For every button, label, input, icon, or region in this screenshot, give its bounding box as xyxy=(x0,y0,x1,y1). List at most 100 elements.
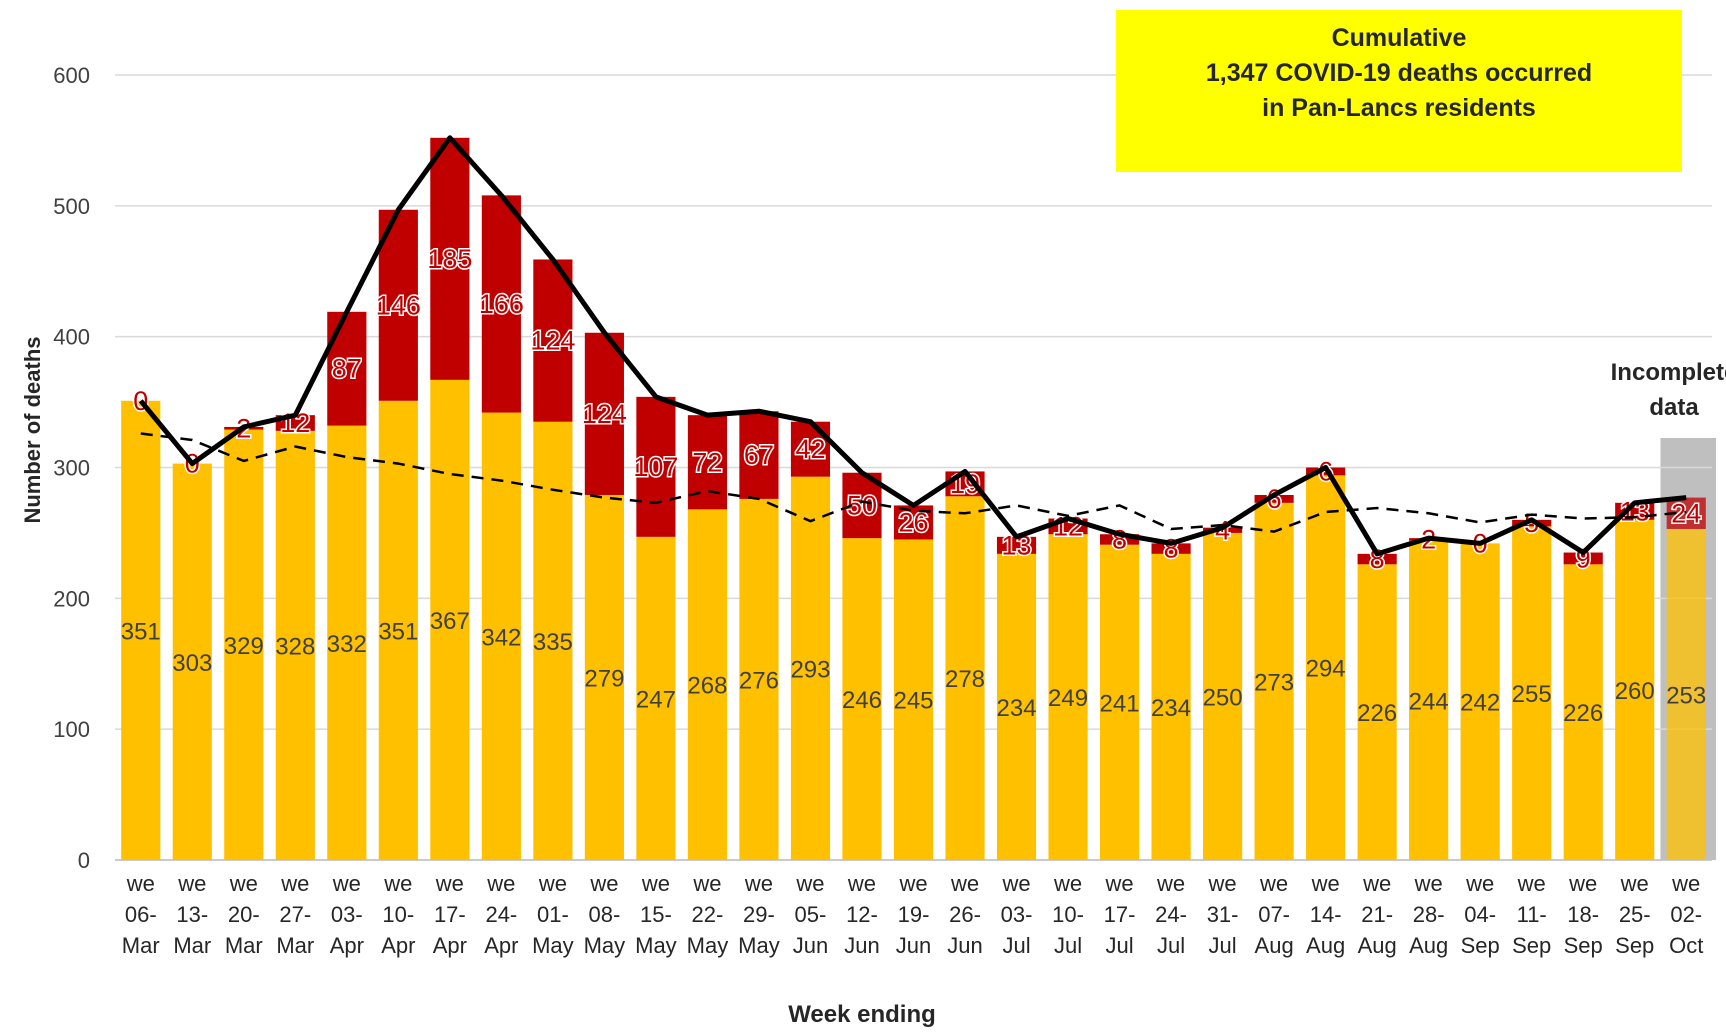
y-tick-label: 400 xyxy=(53,325,90,350)
value-label: 351 xyxy=(121,618,161,645)
bar-segment xyxy=(945,471,985,497)
value-label: 329 xyxy=(224,633,264,660)
x-tick-label: we 12-Jun xyxy=(844,871,880,958)
value-label: 276 xyxy=(739,667,779,694)
x-tick-label: we 01-May xyxy=(532,871,574,958)
x-tick-label: we 19-Jun xyxy=(895,871,932,958)
bar-segment xyxy=(378,209,418,401)
y-tick-label: 100 xyxy=(53,717,90,742)
x-tick-label: we 06-Mar xyxy=(121,871,160,958)
bar-segment xyxy=(1666,528,1706,860)
x-axis-title: Week ending xyxy=(788,1001,936,1028)
bar-segment xyxy=(224,429,264,860)
x-tick-label: we 21-Aug xyxy=(1357,871,1397,958)
value-label: 8 xyxy=(1112,524,1127,554)
x-tick-label: we 15-May xyxy=(635,871,677,958)
value-label: 294 xyxy=(1306,656,1346,683)
total-line xyxy=(138,135,1687,557)
bar-segment xyxy=(1151,543,1191,554)
bar-segment xyxy=(1254,502,1294,860)
value-label: 351 xyxy=(378,618,418,645)
value-label: 124 xyxy=(530,326,575,356)
bar-segment xyxy=(1563,564,1603,860)
y-tick-label: 500 xyxy=(53,194,90,219)
value-label: 234 xyxy=(997,695,1037,722)
bar-segment xyxy=(327,311,367,426)
x-tick-label: we 22-May xyxy=(686,871,729,958)
y-tick-label: 0 xyxy=(78,848,90,873)
value-label: 332 xyxy=(327,631,367,658)
bar-segment xyxy=(1203,532,1243,860)
bar-segment xyxy=(1099,544,1140,860)
x-tick-label: we 11-Sep xyxy=(1512,871,1552,958)
bar-segment xyxy=(430,137,470,380)
bar-segment xyxy=(1357,564,1397,860)
annotation-box xyxy=(1116,10,1682,172)
y-tick-label: 600 xyxy=(53,63,90,88)
value-label: 342 xyxy=(481,624,521,651)
value-label: 245 xyxy=(893,688,933,715)
value-label: 278 xyxy=(945,666,985,693)
value-label: 246 xyxy=(842,687,882,714)
value-label: 146 xyxy=(376,290,421,320)
bar-segment xyxy=(687,509,728,860)
bar-segment xyxy=(1615,519,1655,860)
annotation-text: Cumulative xyxy=(1332,24,1467,52)
value-label: 124 xyxy=(582,399,627,429)
value-label: 328 xyxy=(275,633,315,660)
bar-segment xyxy=(275,430,315,860)
y-tick-label: 300 xyxy=(53,456,90,481)
bar-segment xyxy=(842,538,882,860)
bar-segment xyxy=(1460,543,1500,860)
value-label: 268 xyxy=(687,673,727,700)
value-label: 241 xyxy=(1100,690,1140,717)
x-tick-label: we 13-Mar xyxy=(173,871,212,958)
bar-segment xyxy=(533,421,573,860)
value-label: 279 xyxy=(584,665,624,692)
bar-segment xyxy=(790,476,831,860)
x-tick-label: we 26-Jun xyxy=(947,871,983,958)
value-label: 42 xyxy=(795,434,825,464)
bar-segment xyxy=(739,411,779,499)
value-label: 249 xyxy=(1048,685,1088,712)
value-label: 226 xyxy=(1357,700,1397,727)
x-tick-label: we 07-Aug xyxy=(1254,871,1294,958)
value-label: 107 xyxy=(633,452,678,482)
x-tick-label: we 02-Oct xyxy=(1669,871,1704,958)
bar-segment xyxy=(327,425,367,860)
bar-segment xyxy=(893,539,934,860)
x-tick-label: we 31-Jul xyxy=(1206,871,1239,958)
value-label: 244 xyxy=(1409,688,1449,715)
x-tick-label: we 25-Sep xyxy=(1615,871,1655,958)
value-label: 166 xyxy=(479,289,524,319)
bar-segment xyxy=(636,536,676,860)
value-label: 67 xyxy=(744,440,774,470)
value-label: 242 xyxy=(1460,690,1500,717)
value-label: 260 xyxy=(1615,678,1655,705)
bar-segment xyxy=(1099,534,1140,545)
bar-segment xyxy=(1409,540,1449,860)
x-tick-label: we 14-Aug xyxy=(1306,871,1346,958)
bar-segment xyxy=(1151,553,1191,860)
bar-segment xyxy=(1512,526,1552,860)
value-label: 250 xyxy=(1203,684,1243,711)
value-label: 255 xyxy=(1512,681,1552,708)
value-label: 253 xyxy=(1666,682,1706,709)
x-tick-label: we 24-Apr xyxy=(484,871,519,958)
x-tick-label: we 03-Apr xyxy=(329,871,364,958)
value-label: 293 xyxy=(790,656,830,683)
value-label: 303 xyxy=(172,650,212,677)
x-tick-label: we 24-Jul xyxy=(1155,871,1187,958)
x-tick-label: we 27-Mar xyxy=(276,871,315,958)
bar-segment xyxy=(636,396,676,537)
x-tick-label: we 10-Apr xyxy=(381,871,416,958)
incomplete-label: Incomplete xyxy=(1611,359,1726,386)
x-tick-label: we 05-Jun xyxy=(792,871,829,958)
x-tick-label: we 10-Jul xyxy=(1052,871,1084,958)
expected-line xyxy=(140,432,1687,533)
x-tick-label: we 20-Mar xyxy=(224,871,263,958)
bar-segment xyxy=(1357,553,1397,565)
x-tick-label: we 18-Sep xyxy=(1563,871,1603,958)
x-tick-label: we 17-Apr xyxy=(432,871,467,958)
